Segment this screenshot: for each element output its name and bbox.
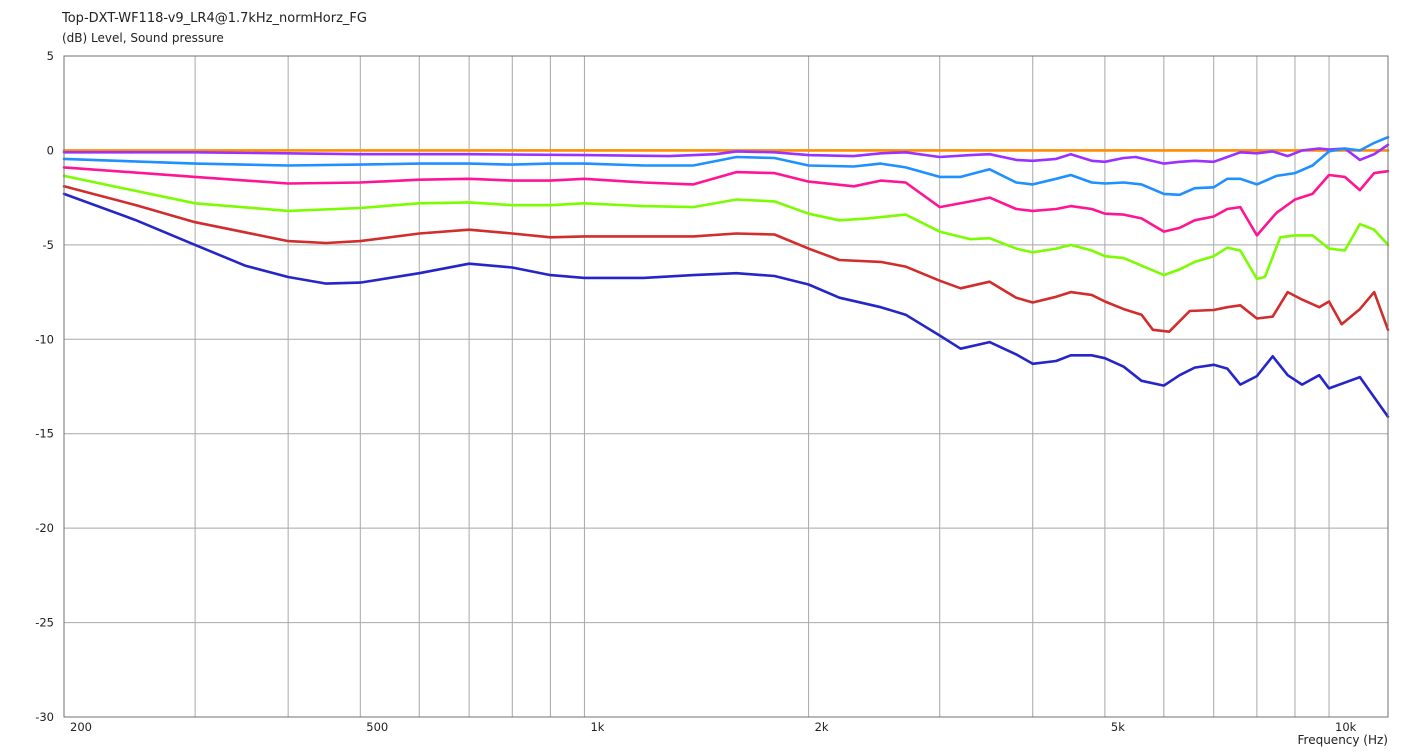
x-tick-label: 10k xyxy=(1335,720,1357,734)
y-tick-label: -5 xyxy=(43,238,54,252)
series-line-3 xyxy=(62,135,1390,197)
x-tick-label: 500 xyxy=(366,720,388,734)
y-axis-label: (dB) Level, Sound pressure xyxy=(62,31,224,45)
x-tick-label: 200 xyxy=(70,720,92,734)
y-tick-label: -20 xyxy=(35,521,54,535)
series-line-5 xyxy=(62,174,1390,281)
x-tick-label: 2k xyxy=(815,720,829,734)
series-line-4 xyxy=(62,166,1390,237)
y-tick-label: -30 xyxy=(35,710,54,724)
x-tick-label: 5k xyxy=(1111,720,1125,734)
y-tick-label: -25 xyxy=(35,616,54,630)
series-line-2 xyxy=(62,143,1390,165)
y-tick-label: 5 xyxy=(47,49,54,63)
y-tick-label: -15 xyxy=(35,427,54,441)
series-line-6 xyxy=(62,185,1390,333)
chart-title: Top-DXT-WF118-v9_LR4@1.7kHz_normHorz_FG xyxy=(62,11,367,26)
x-tick-label: 1k xyxy=(590,720,604,734)
series-line-7 xyxy=(62,192,1390,418)
y-tick-label: -10 xyxy=(35,332,54,346)
x-axis-label: Frequency (Hz) xyxy=(1297,733,1389,747)
plot-frame xyxy=(63,55,1389,718)
y-tick-label: 0 xyxy=(47,143,54,157)
